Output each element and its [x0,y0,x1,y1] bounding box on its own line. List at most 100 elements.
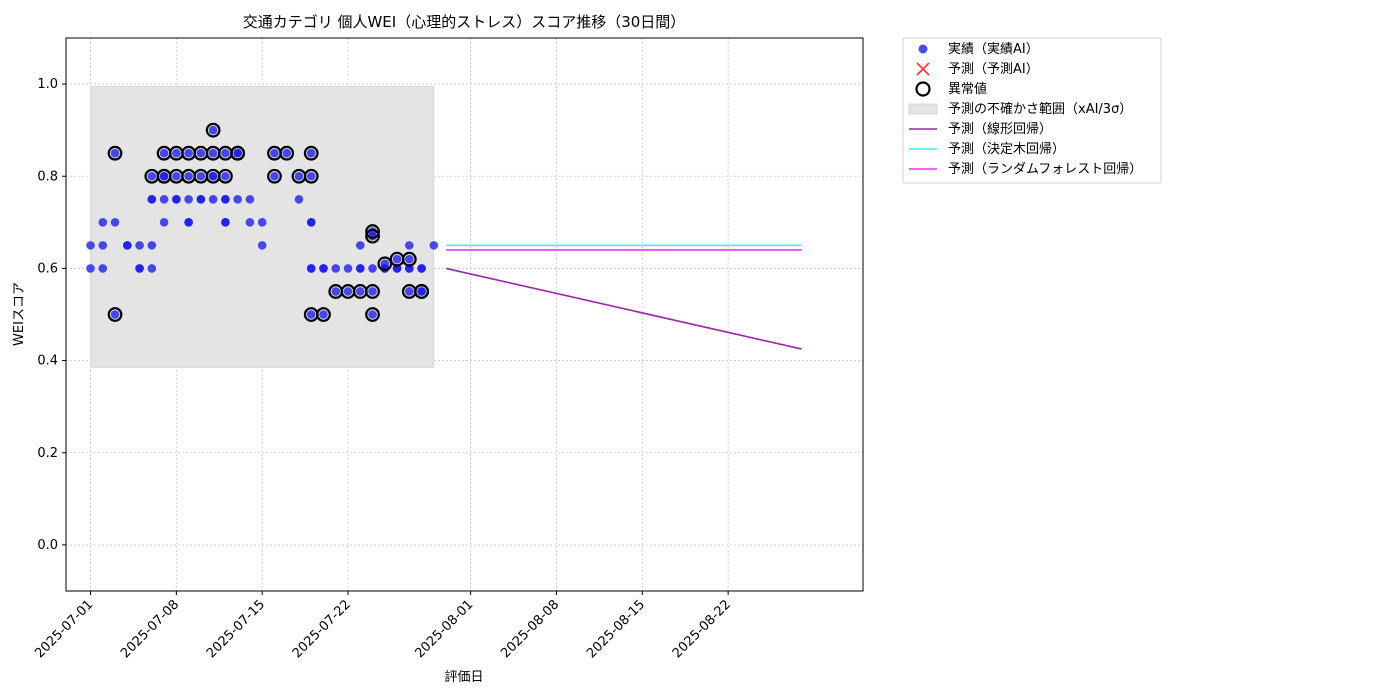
actual-point [221,171,230,181]
anomaly-marker [401,251,417,267]
actual-point [159,171,169,181]
actual-point [319,310,328,319]
anomaly-marker [107,145,123,161]
actual-point [233,148,242,158]
anomaly-marker [279,145,295,161]
y-tick-label: 0.0 [37,538,58,553]
actual-point [270,148,279,158]
actual-point [208,194,218,204]
chart-title: 交通カテゴリ 個人WEI（心理的ストレス）スコア推移（30日間） [243,13,686,31]
x-tick-label: 2025-07-08 [118,597,182,661]
anomaly-marker [365,307,380,322]
actual-point [86,264,95,273]
y-axis-label: WEIスコア [12,282,27,346]
actual-point [184,194,193,204]
anomaly-marker [414,284,429,299]
actual-point [208,171,218,181]
actual-point [172,171,181,181]
actual-point [294,194,304,204]
actual-point [343,264,353,273]
actual-point [159,218,169,227]
y-tick-label: 0.2 [37,446,58,461]
actual-point [368,310,377,319]
actual-point [123,241,132,250]
actual-point [196,148,206,158]
legend-tree-label: 予測（決定木回帰） [948,141,1065,157]
anomaly-marker [267,168,282,184]
x-tick-label: 2025-08-15 [584,597,648,661]
actual-point [319,264,328,273]
actual-point [135,264,144,273]
actual-point [355,287,365,296]
anomaly-marker [303,168,319,184]
actual-point [306,310,316,319]
legend-anomaly-label: 異常値 [948,81,987,97]
actual-point [331,264,341,273]
y-axis-ticks: 0.0 0.2 0.4 0.6 0.8 1.0 [37,77,66,553]
actual-point [245,218,255,227]
legend-x-stroke [916,62,930,76]
actual-point [196,171,206,181]
actual-point [282,148,292,158]
uncertainty-band [90,85,435,368]
actual-point [270,171,279,181]
actual-point [172,194,181,204]
actual-point [159,194,169,204]
actual-point [405,241,414,250]
actual-point [184,148,193,158]
actual-point [208,148,218,158]
actual-point [257,218,267,227]
actual-point [159,148,169,158]
actual-point [233,194,242,204]
y-tick-label: 0.8 [37,169,58,184]
anomaly-marker [316,307,331,322]
anomaly-marker [377,256,393,272]
actual-point [135,241,144,250]
legend-linear-label: 予測（線形回帰） [948,121,1052,137]
anomaly-marker [365,284,380,299]
actual-point [306,264,316,273]
x-tick-label: 2025-07-01 [32,597,96,661]
actual-point [417,264,426,273]
actual-point [306,171,316,181]
legend-actual-swatch [918,44,928,54]
actual-point [245,194,255,204]
actual-point [110,310,120,319]
actual-point [368,287,377,296]
actual-point [306,218,316,227]
anomaly-marker [230,145,246,161]
actual-point [98,264,108,273]
legend-forest-label: 予測（ランダムフォレスト回帰） [948,161,1142,177]
actual-point [184,218,193,227]
y-tick-label: 0.6 [37,261,58,276]
x-tick-label: 2025-07-22 [290,597,354,661]
actual-points [86,125,439,319]
actual-point [110,148,120,158]
legend-predicted-label: 予測（予測AI） [948,62,1039,77]
anomaly-marker [303,145,319,161]
anomaly-marker [365,228,380,244]
actual-point [86,241,95,250]
actual-point [331,287,341,296]
actual-point [208,125,218,135]
legend: 実績（実績AI） 予測（予測AI） 異常値 予測の不確かさ範囲（xAI/3σ） … [902,37,1162,184]
actual-point [343,287,353,296]
legend-actual-label: 実績（実績AI） [948,41,1039,57]
actual-point [355,264,365,273]
actual-point [172,148,181,158]
legend-anomaly-swatch [915,81,931,97]
actual-point [257,241,267,250]
plot-frame [65,37,864,592]
regression-lines [445,244,802,350]
actual-point [405,254,414,264]
actual-point [98,241,108,250]
legend-predicted-swatch [916,62,930,76]
actual-point [110,218,120,227]
actual-point [306,148,316,158]
x-tick-label: 2025-08-01 [412,597,476,661]
x-tick-label: 2025-08-22 [670,597,734,661]
actual-point [417,287,426,296]
actual-point [405,287,414,296]
actual-point [429,241,439,250]
